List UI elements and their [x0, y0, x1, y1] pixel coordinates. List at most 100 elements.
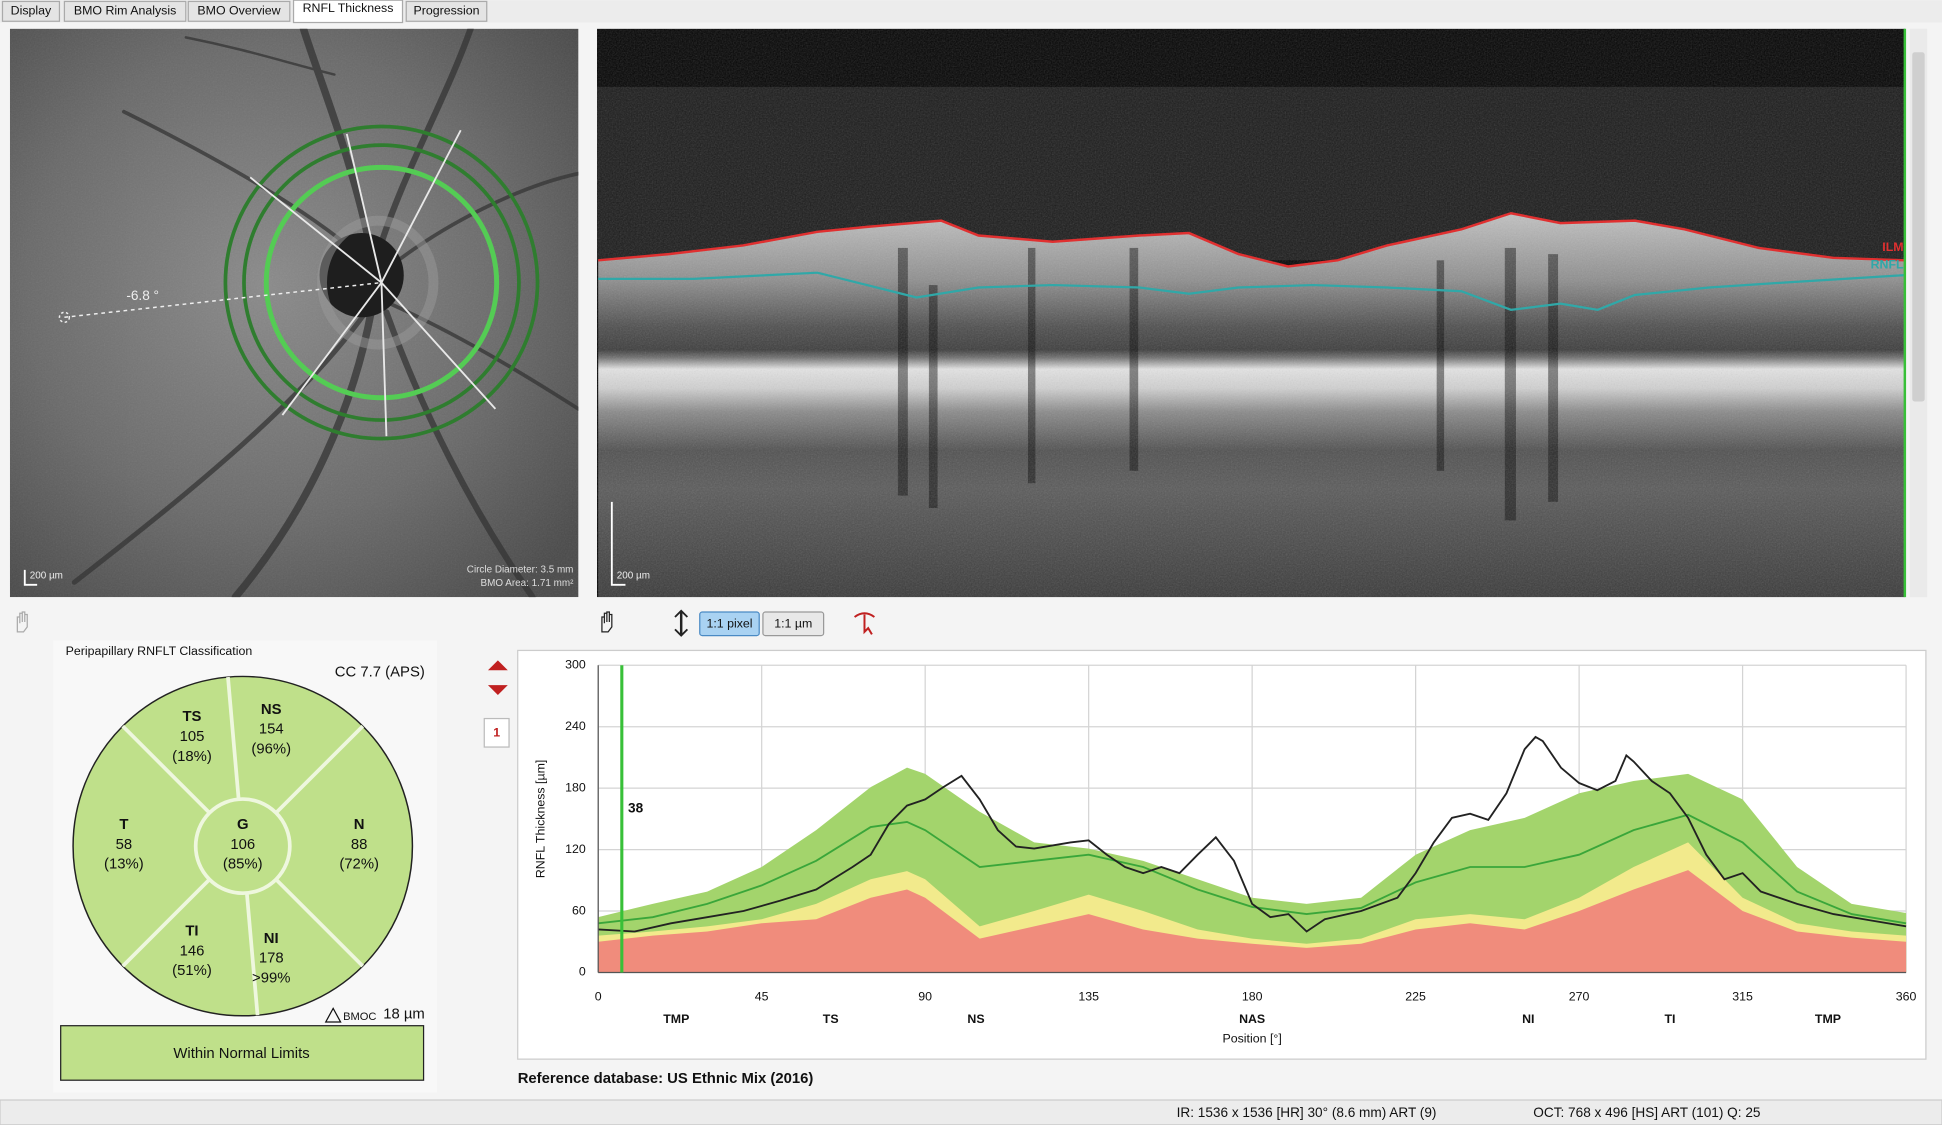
- tab[interactable]: [292, 0, 404, 24]
- marker-down[interactable]: [487, 685, 508, 696]
- y-tick-label: 300: [565, 658, 586, 672]
- fundus-image: [9, 28, 579, 598]
- tab-label[interactable]: Progression: [413, 4, 479, 18]
- sector-name: TS: [182, 709, 201, 725]
- sector-name: NI: [264, 931, 279, 947]
- x-tick-label: 45: [755, 989, 769, 1003]
- fit-icon[interactable]: [674, 609, 689, 637]
- sector-tick-label: TS: [823, 1012, 839, 1026]
- reference-band: [598, 870, 1907, 973]
- sector-thickness: 146: [180, 943, 205, 959]
- circle-diameter: Circle Diameter: 3.5 mm: [467, 565, 574, 576]
- y-tick-label: 0: [579, 965, 586, 979]
- sector-name: TI: [185, 924, 198, 940]
- sector-tick-label: NS: [967, 1012, 984, 1026]
- sector-name: N: [354, 817, 365, 833]
- tab[interactable]: [187, 0, 291, 22]
- sector-thickness: 88: [351, 837, 368, 853]
- sector-thickness: 154: [259, 722, 284, 738]
- x-tick-label: 360: [1896, 989, 1917, 1003]
- sector-thickness: 106: [230, 837, 255, 853]
- result-box: [60, 1025, 425, 1081]
- sector-thickness: 178: [259, 951, 284, 967]
- tab[interactable]: [405, 0, 488, 22]
- result-label: Within Normal Limits: [173, 1046, 309, 1062]
- sector-divider: [274, 724, 365, 815]
- bmoc-value: 18 µm: [383, 1006, 425, 1022]
- sector-percentile: >99%: [252, 971, 290, 987]
- sector-tick-label: NAS: [1239, 1012, 1265, 1026]
- sector-percentile: (85%): [223, 857, 263, 873]
- tab-label[interactable]: Display: [11, 4, 52, 18]
- marker-up[interactable]: [487, 660, 508, 671]
- sector-divider: [274, 878, 365, 968]
- marker-label: 1: [493, 726, 500, 740]
- sector-percentile: (51%): [172, 963, 212, 979]
- sector-tick-label: NI: [1522, 1012, 1534, 1026]
- y-axis-label: RNFL Thickness [µm]: [533, 760, 547, 879]
- y-tick-label: 180: [565, 780, 586, 794]
- y-tick-label: 240: [565, 719, 586, 733]
- x-tick-label: 0: [595, 989, 602, 1003]
- rnfl-label: RNFL: [1871, 258, 1904, 272]
- bmo-area: BMO Area: 1.71 mm²: [481, 578, 575, 589]
- thickness-line: [598, 735, 1907, 933]
- sector-name: NS: [261, 702, 282, 718]
- bmoc-label: BMOC: [343, 1011, 376, 1023]
- sector-divider: [121, 724, 211, 815]
- tab-label[interactable]: RNFL Thickness: [303, 1, 394, 15]
- oct-scan: [596, 28, 1905, 598]
- tab-strip: [0, 0, 1942, 23]
- y-tick-label: 120: [565, 842, 586, 856]
- sector-percentile: (13%): [104, 857, 144, 873]
- classification-title: Peripapillary RNFLT Classification: [66, 644, 253, 658]
- sector-divider: [121, 878, 211, 968]
- toolbar-button-label[interactable]: 1:1 pixel: [706, 617, 752, 631]
- tab[interactable]: [63, 0, 187, 22]
- oct-scale-label: 200 µm: [617, 571, 650, 582]
- thickness-line: [598, 813, 1907, 925]
- sector-percentile: (96%): [251, 741, 291, 757]
- x-tick-label: 90: [918, 989, 932, 1003]
- cursor-value: 38: [628, 801, 644, 816]
- cursor-tool-icon[interactable]: [853, 612, 875, 635]
- sector-name: G: [237, 817, 249, 833]
- angle-label: -6.8 °: [126, 288, 159, 303]
- ilm-label: ILM: [1882, 240, 1903, 254]
- reference-database: Reference database: US Ethnic Mix (2016): [518, 1071, 814, 1087]
- sector-tick-label: TI: [1664, 1012, 1675, 1026]
- toolbar-button-label[interactable]: 1:1 µm: [774, 617, 812, 631]
- sector-tick-label: TMP: [1815, 1012, 1841, 1026]
- y-tick-label: 60: [572, 903, 586, 917]
- sector-percentile: (18%): [172, 749, 212, 765]
- scale-label: 200 µm: [30, 571, 63, 582]
- tab-label[interactable]: BMO Overview: [197, 4, 280, 18]
- x-tick-label: 135: [1078, 989, 1099, 1003]
- tab[interactable]: [1, 0, 61, 22]
- sector-tick-label: TMP: [663, 1012, 689, 1026]
- sector-name: T: [119, 817, 128, 833]
- hand-icon[interactable]: [16, 611, 28, 633]
- sector-percentile: (72%): [339, 857, 379, 873]
- pan-icon[interactable]: [601, 611, 613, 633]
- scrollbar-thumb[interactable]: [1912, 52, 1925, 402]
- x-tick-label: 225: [1405, 989, 1426, 1003]
- status-oct: OCT: 768 x 496 [HS] ART (101) Q: 25: [1533, 1105, 1760, 1120]
- tab-label[interactable]: BMO Rim Analysis: [74, 4, 176, 18]
- delta-symbol: [324, 1007, 342, 1023]
- toolbar-button[interactable]: [699, 611, 760, 637]
- x-axis-label: Position [°]: [1222, 1032, 1281, 1046]
- x-tick-label: 270: [1569, 989, 1590, 1003]
- sector-divider: [226, 676, 241, 800]
- global-sector: [193, 797, 292, 896]
- toolbar-button[interactable]: [762, 611, 825, 637]
- sector-thickness: 105: [180, 729, 205, 745]
- status-ir: IR: 1536 x 1536 [HR] 30° (8.6 mm) ART (9…: [1177, 1105, 1437, 1120]
- x-tick-label: 180: [1242, 989, 1263, 1003]
- sector-divider: [245, 892, 260, 1016]
- marker-box[interactable]: [483, 717, 510, 748]
- sector-thickness: 58: [116, 837, 133, 853]
- cc-label: CC 7.7 (APS): [335, 665, 425, 681]
